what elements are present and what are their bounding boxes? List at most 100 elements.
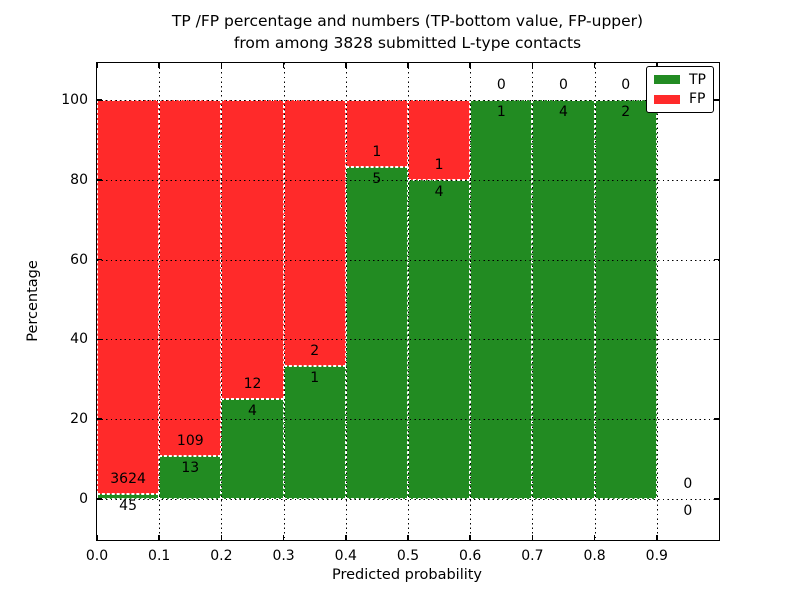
tick-x-bottom-0.2 [220,535,223,540]
legend-entry-fp: FP [654,92,706,106]
label-tp-count-9: 0 [683,503,693,519]
x-axis-label: Predicted probability [331,567,483,583]
label-fp-count-3: 2 [310,343,320,359]
label-fp-count-7: 0 [559,77,568,93]
tick-label-x-0.1: 0.1 [148,548,171,564]
tick-x-top-0.6 [469,63,471,68]
tick-x-bottom-0.7 [531,535,534,540]
tick-label-x-0.5: 0.5 [396,548,420,564]
gridline-x-0.8 [594,63,596,540]
bar-tp-1 [159,456,222,499]
tick-label-y-20: 20 [70,411,88,428]
label-tp-count-3: 1 [310,370,320,386]
bar-tp-6 [470,100,533,499]
tick-x-top-0.8 [593,63,596,68]
tick-label-x-0.6: 0.6 [459,548,482,564]
tick-y-left-100 [97,99,102,101]
gridline-x-0.6 [470,63,472,540]
tick-label-x-0.9: 0.9 [645,548,668,564]
tick-label-x-0.2: 0.2 [210,548,233,564]
gridline-x-0.9 [656,63,658,540]
tick-label-y-0: 0 [79,491,88,507]
tick-y-right-60 [714,258,719,261]
tick-x-bottom-0.0 [96,535,98,540]
gridline-x-0.7 [532,63,534,540]
label-fp-count-5: 1 [434,156,444,173]
bar-tp-3 [283,366,346,499]
tp-color-swatch [654,75,680,85]
tick-x-bottom-0.8 [593,535,596,540]
tick-x-top-0.7 [531,63,534,68]
label-fp-count-6: 0 [496,77,506,93]
tick-x-bottom-0.6 [469,535,471,540]
legend: TP FP [646,66,714,113]
tick-x-top-0.2 [220,63,223,68]
gridline-x-0.2 [221,63,223,540]
bar-tp-8 [594,100,657,499]
label-fp-count-9: 0 [683,476,693,492]
tick-label-y-40: 40 [70,331,88,348]
label-tp-count-8: 2 [621,104,631,120]
chart-title-line1: TP /FP percentage and numbers (TP-bottom… [171,12,644,30]
tick-y-right-80 [714,179,719,181]
label-tp-count-2: 4 [248,403,257,420]
label-fp-count-1: 109 [176,433,204,450]
gridline-x-0.3 [283,63,285,540]
tick-x-top-0.5 [407,63,409,68]
bar-tp-4 [345,166,408,499]
tick-x-bottom-0.4 [345,535,347,540]
gridline-x-0.4 [345,63,347,540]
label-tp-count-4: 5 [372,170,382,187]
bar-tp-0 [97,494,160,499]
tick-label-x-0.7: 0.7 [521,548,544,564]
label-tp-count-5: 4 [434,183,444,200]
chart-title-line2: from among 3828 submitted L-type contact… [233,33,582,52]
bar-fp-1 [159,100,222,457]
tick-y-left-0 [97,498,102,500]
gridline-x-0.5 [408,63,409,540]
tick-x-bottom-0.1 [158,535,160,540]
tick-x-top-0.1 [158,63,160,68]
label-tp-count-0: 45 [119,498,137,515]
tick-x-top-0.4 [345,63,347,68]
label-fp-count-2: 12 [243,376,262,393]
plot-area: 3624 45 109 13 12 4 2 1 1 5 1 4 0 1 0 4 0 2 0 0 0.0 0.1 0.2 0.3… [61,62,720,564]
tick-x-bottom-0.5 [407,535,409,540]
chart-title: TP /FP percentage and numbers (TP-bottom… [96,11,719,54]
tick-label-x-0.0: 0.0 [85,548,109,564]
tick-x-bottom-0.9 [656,535,658,540]
gridline-x-0.1 [159,63,161,540]
tick-y-left-40 [97,338,102,341]
tick-label-y-80: 80 [70,171,88,188]
label-fp-count-8: 0 [621,77,631,93]
tick-y-left-20 [97,418,102,420]
tick-label-x-0.4: 0.4 [334,548,357,564]
bar-tp-7 [532,100,595,499]
legend-entry-tp: TP [654,73,706,87]
legend-label-fp: FP [689,91,706,108]
tick-label-y-60: 60 [70,251,88,268]
label-tp-count-6: 1 [496,104,506,120]
tick-label-y-100: 100 [61,92,88,108]
fp-color-swatch [654,94,680,104]
label-fp-count-0: 3624 [110,471,146,488]
tick-y-left-60 [97,258,102,261]
bar-fp-2 [221,100,284,400]
bar-fp-3 [283,100,346,366]
tick-y-right-20 [714,418,719,420]
bar-fp-4 [345,100,408,167]
bar-fp-0 [97,100,160,495]
tick-label-x-0.3: 0.3 [272,548,295,564]
tick-y-right-100 [714,99,719,101]
tick-x-top-0.3 [282,63,285,68]
tick-x-top-0.9 [656,63,658,68]
tick-x-top-0.0 [96,63,98,68]
label-tp-count-7: 4 [559,104,568,120]
tick-y-left-80 [97,179,102,181]
tick-label-x-0.8: 0.8 [583,548,606,564]
legend-label-tp: TP [689,71,706,88]
label-fp-count-4: 1 [372,143,382,160]
label-tp-count-1: 13 [181,460,200,477]
tick-y-right-0 [714,498,719,500]
